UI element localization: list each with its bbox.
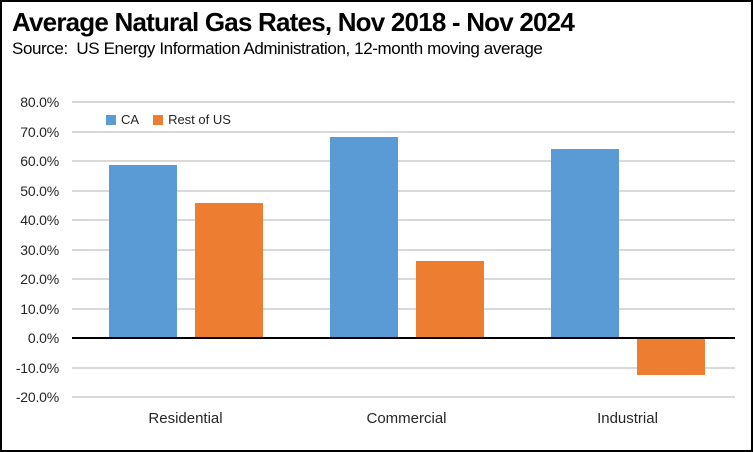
gridline-20-0 [72, 396, 735, 398]
chart-subtitle: Source: US Energy Information Administra… [12, 38, 543, 58]
x-axis-category-label-industrial: Industrial [597, 410, 658, 427]
legend-item-ca: CA [106, 112, 139, 127]
y-axis-tick-label: 70.0% [20, 123, 59, 140]
legend-item-rest-of-us: Rest of US [153, 112, 231, 127]
y-axis-tick-label: 30.0% [20, 241, 59, 258]
y-axis-tick-label: 60.0% [20, 153, 59, 169]
bar-ca-residential [108, 164, 177, 338]
gridline-80-0 [72, 101, 735, 103]
y-axis-tick-label: -10.0% [15, 359, 59, 376]
gridline-60-0 [72, 160, 735, 162]
y-axis-tick-label: 20.0% [20, 271, 59, 287]
x-axis-category-label-residential: Residential [148, 410, 223, 427]
zero-axis-line [72, 337, 735, 339]
bar-ca-industrial [550, 149, 619, 338]
bar-ca-commercial [329, 137, 398, 338]
y-axis-tick-label: 0.0% [27, 330, 59, 346]
gridline-20-0 [72, 278, 735, 280]
gridline-40-0 [72, 219, 735, 221]
legend: CA Rest of US [106, 112, 231, 127]
gridline-50-0 [72, 189, 735, 192]
plot-area: 80.0% 70.0% 60.0% 50.0% 40.0% 30.0% 20.0% 10.0%… [16, 94, 735, 427]
y-axis-tick-label: 40.0% [20, 212, 59, 228]
legend-swatch-rest-of-us [153, 114, 164, 125]
legend-label-ca: CA [121, 112, 140, 127]
y-axis-tick-label: 10.0% [20, 300, 59, 317]
gridline-30-0 [72, 248, 735, 251]
y-axis-tick-label: -20.0% [15, 389, 59, 405]
x-axis-category-label-commercial: Commercial [366, 410, 447, 427]
gridline-10-0 [72, 307, 735, 310]
bar-rest-of-us-residential [194, 202, 263, 338]
bar-rest-of-us-commercial [415, 261, 484, 338]
y-axis-tick-label: 80.0% [20, 94, 59, 110]
gridline-10-0 [72, 366, 735, 369]
y-axis-tick-label: 50.0% [20, 182, 59, 199]
legend-label-rest-of-us: Rest of US [168, 112, 231, 127]
gridline-70-0 [72, 130, 735, 133]
chart-title: Average Natural Gas Rates, Nov 2018 - No… [12, 7, 575, 37]
legend-swatch-ca [106, 114, 116, 125]
bar-rest-of-us-industrial [636, 338, 705, 375]
